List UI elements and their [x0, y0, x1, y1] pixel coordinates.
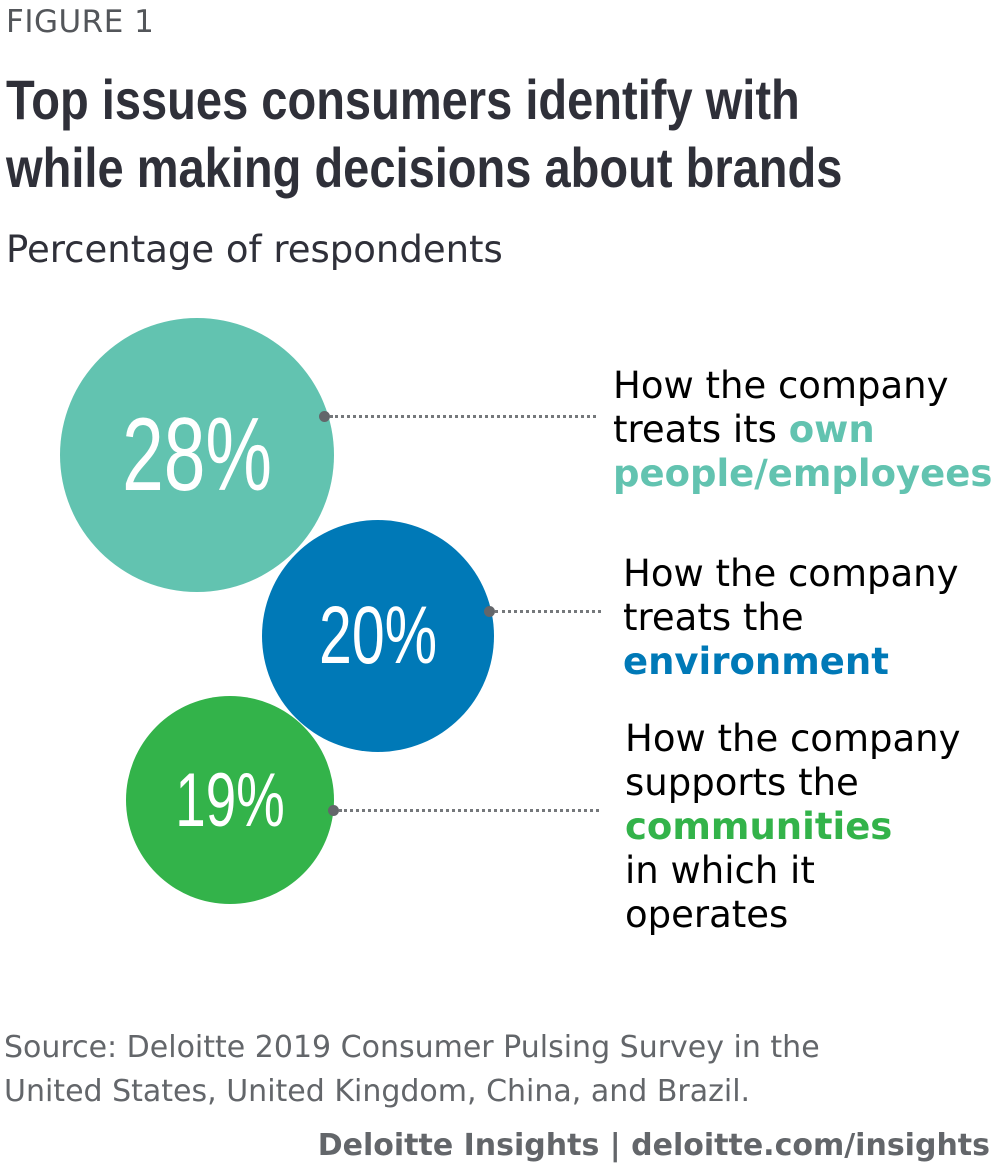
source-line: Source: Deloitte 2019 Consumer Pulsing S… [4, 1030, 820, 1065]
leader-line [330, 415, 596, 418]
label-highlight: people/employees [613, 452, 993, 495]
label-line: How the company [625, 717, 961, 760]
chart-title: Top issues consumers identify with while… [6, 66, 842, 202]
label-line: How the company [613, 364, 949, 407]
leader-line [339, 809, 599, 812]
label-line: in which it [625, 849, 815, 892]
label-highlight: own [788, 408, 875, 451]
leader-dot [328, 805, 339, 816]
bubble-value-label: 20% [318, 590, 438, 681]
label-text: treats its [613, 408, 789, 451]
label-line: supports the [625, 761, 859, 804]
label-line: operates [625, 893, 789, 936]
leader-line [495, 610, 601, 613]
label-line: treats the [623, 596, 804, 639]
label-employees: How the company treats its own people/em… [613, 364, 992, 496]
bubble-value-label: 19% [175, 757, 285, 843]
figure-label: FIGURE 1 [6, 4, 155, 40]
label-highlight: environment [623, 640, 889, 683]
source-line: United States, United Kingdom, China, an… [4, 1074, 751, 1109]
leader-dot [484, 606, 495, 617]
label-line: How the company [623, 552, 959, 595]
bubble-communities: 19% [126, 696, 334, 904]
label-communities: How the company supports the communities… [625, 717, 961, 937]
bubble-employees: 28% [60, 318, 334, 592]
chart-subtitle: Percentage of respondents [6, 228, 503, 271]
label-environment: How the company treats the environment [623, 552, 959, 684]
source-note: Source: Deloitte 2019 Consumer Pulsing S… [4, 1026, 820, 1114]
leader-dot [319, 411, 330, 422]
bubble-environment: 20% [262, 520, 494, 752]
footer-credit: Deloitte Insights | deloitte.com/insight… [317, 1128, 990, 1163]
label-highlight: communities [625, 805, 893, 848]
chart-title-line: Top issues consumers identify with [6, 68, 800, 131]
label-line: treats its own [613, 408, 992, 452]
bubble-value-label: 28% [122, 396, 272, 513]
chart-title-line: while making decisions about brands [6, 136, 843, 199]
